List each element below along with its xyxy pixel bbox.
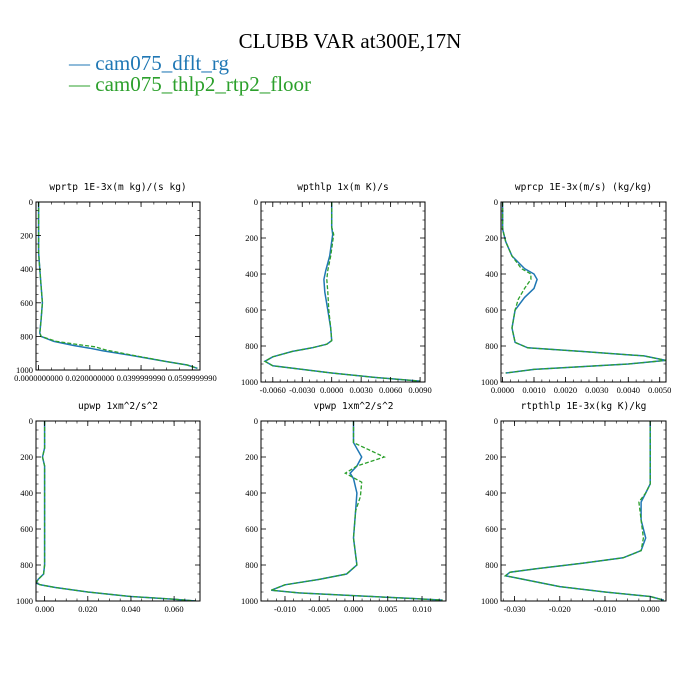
x-tick-label: 0.0200000000 [65, 373, 114, 383]
x-tick-label: 0.0040 [617, 385, 640, 395]
y-tick-label: 200 [20, 231, 33, 241]
series-line-1 [37, 202, 198, 369]
y-tick-label: 600 [20, 298, 33, 308]
x-tick-label: 0.0399999990 [117, 373, 166, 383]
y-tick-label: 0 [494, 197, 498, 207]
x-tick-label: 0.0050 [648, 385, 671, 395]
panel-0: wprtp 1E-3x(m kg)/(s kg) 0 200 400 600 800 100… [14, 182, 217, 383]
y-tick-label: 400 [245, 488, 258, 498]
y-tick-label: 400 [20, 264, 33, 274]
y-tick-label: 0 [254, 416, 258, 426]
y-tick-label: 400 [20, 488, 33, 498]
x-tick-label: 0.0030 [349, 385, 372, 395]
panel-title: vpwp 1xm^2/s^2 [313, 401, 393, 412]
series-line-0 [36, 421, 196, 601]
x-tick-label: 0.060 [165, 604, 184, 614]
x-tick-label: 0.010 [412, 604, 431, 614]
y-tick-label: 1000 [481, 377, 498, 387]
x-tick-label: 0.0599999990 [168, 373, 217, 383]
page-title: CLUBB VAR at300E,17N [238, 29, 462, 53]
panel-2: wprcp 1E-3x(m/s) (kg/kg) 0 200 400 600 800 100… [481, 182, 671, 395]
x-tick-label: 0.0010 [522, 385, 545, 395]
y-tick-label: 400 [245, 269, 258, 279]
y-tick-label: 0 [494, 416, 498, 426]
y-tick-label: 800 [245, 560, 258, 570]
panel-frame [35, 201, 201, 371]
y-tick-label: 800 [245, 341, 258, 351]
x-tick-label: 0.040 [121, 604, 140, 614]
y-tick-label: 1000 [16, 596, 33, 606]
x-tick-label: 0.000 [641, 604, 660, 614]
x-tick-label: -0.0030 [289, 385, 315, 395]
y-tick-label: 0 [254, 197, 258, 207]
y-tick-label: 1000 [16, 365, 33, 375]
series-line-1 [271, 421, 443, 601]
y-tick-label: 400 [485, 488, 498, 498]
y-tick-label: 800 [20, 560, 33, 570]
y-tick-label: 600 [20, 524, 33, 534]
y-tick-label: 200 [485, 452, 498, 462]
x-tick-label: 0.0020 [554, 385, 577, 395]
y-tick-label: 400 [485, 269, 498, 279]
x-tick-label: 0.000 [35, 604, 54, 614]
series-line-1 [501, 202, 666, 374]
y-tick-label: 600 [245, 524, 258, 534]
y-tick-label: 200 [245, 233, 258, 243]
y-tick-label: 0 [29, 416, 33, 426]
x-tick-label: 0.020 [78, 604, 97, 614]
x-tick-label: 0.000 [344, 604, 363, 614]
y-tick-label: 600 [485, 305, 498, 315]
panel-title: rtpthlp 1E-3x(kg K)/kg [521, 401, 647, 412]
series-line-0 [271, 421, 443, 601]
x-tick-label: -0.010 [594, 604, 616, 614]
panel-frame [35, 420, 201, 602]
panel-5: rtpthlp 1E-3x(kg K)/kg02004006008001000-… [481, 401, 667, 614]
y-tick-label: 1000 [241, 596, 258, 606]
x-tick-label: 0.005 [378, 604, 397, 614]
y-tick-label: 800 [485, 341, 498, 351]
y-tick-label: 200 [20, 452, 33, 462]
panel-4: vpwp 1xm^2/s^2 0 200 400 600 800 1000 -0.010 -0.… [241, 401, 447, 614]
x-tick-label: 0.0090 [408, 385, 431, 395]
panel-title: wpthlp 1x(m K)/s [297, 182, 389, 193]
series-line-1 [504, 421, 664, 601]
panel-title: wprtp 1E-3x(m kg)/(s kg) [49, 182, 186, 193]
x-tick-label: 0.0060 [379, 385, 402, 395]
legend-entry-dflt: — cam075_dflt_rg [69, 51, 230, 75]
series-line-0 [263, 202, 421, 382]
x-tick-label: -0.030 [504, 604, 526, 614]
y-tick-label: 0 [29, 197, 33, 207]
x-tick-label: -0.005 [308, 604, 330, 614]
panel-title: wprcp 1E-3x(m/s) (kg/kg) [515, 182, 652, 193]
series-line-1 [36, 421, 196, 601]
x-tick-label: 0.0030 [585, 385, 608, 395]
x-tick-label: -0.0060 [260, 385, 286, 395]
y-tick-label: 800 [485, 560, 498, 570]
y-tick-label: 600 [245, 305, 258, 315]
panel-frame [260, 420, 447, 602]
y-tick-label: 600 [485, 524, 498, 534]
legend-entry-floor: — cam075_thlp2_rtp2_floor [69, 72, 312, 96]
x-tick-label: -0.010 [274, 604, 296, 614]
y-tick-label: 200 [485, 233, 498, 243]
y-tick-label: 200 [245, 452, 258, 462]
x-tick-label: 0.0000000000 [14, 373, 63, 383]
y-tick-label: 1000 [241, 377, 258, 387]
series-line-1 [263, 202, 421, 382]
x-tick-label: 0.0000 [320, 385, 343, 395]
x-tick-label: 0.0000 [491, 385, 514, 395]
y-tick-label: 800 [20, 331, 33, 341]
series-line-0 [37, 202, 198, 370]
x-tick-label: -0.020 [549, 604, 571, 614]
panel-title: upwp 1xm^2/s^2 [78, 401, 158, 412]
y-tick-label: 1000 [481, 596, 498, 606]
panel-frame [260, 201, 426, 383]
panel-1: wpthlp 1x(m K)/s 0 200 400 600 800 1000-0.0060… [241, 182, 432, 395]
